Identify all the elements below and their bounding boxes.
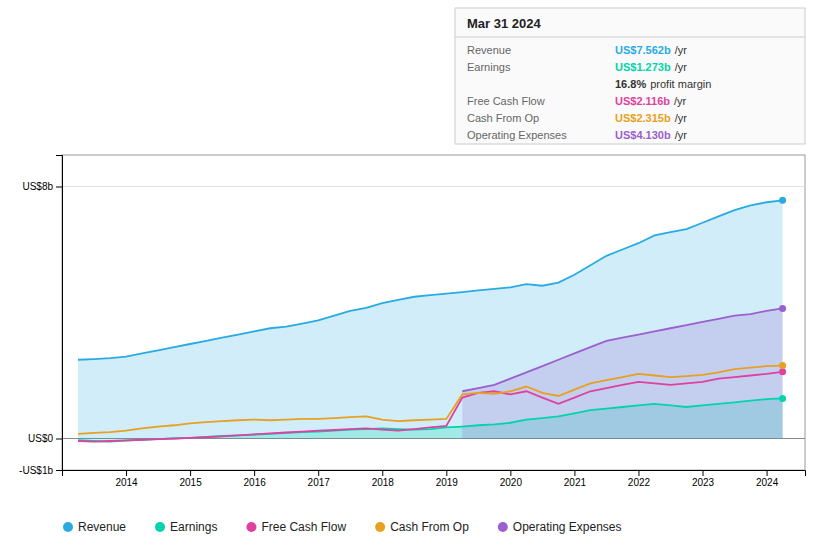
line bbox=[462, 308, 782, 391]
info-value: US$1.273b bbox=[615, 61, 671, 73]
legend-label: Free Cash Flow bbox=[261, 520, 346, 534]
legend-label: Operating Expenses bbox=[513, 520, 622, 534]
legend-item: Revenue bbox=[63, 520, 126, 534]
y-tick-label: US$0 bbox=[28, 433, 53, 444]
x-tick: 2021 bbox=[564, 470, 587, 488]
info-value: US$2.315b bbox=[615, 112, 671, 124]
area bbox=[462, 308, 782, 438]
chart-svg: 2014 2015 2016 2017 2018 2019 2020 2021 2022 2023… bbox=[0, 0, 821, 560]
x-tick: 2022 bbox=[628, 470, 651, 488]
y-tick-mark bbox=[56, 439, 62, 440]
info-suffix: /yr bbox=[674, 95, 687, 107]
info-value: US$4.130b bbox=[615, 129, 671, 141]
x-tick-mark bbox=[638, 470, 639, 476]
legend: Revenue Earnings Free Cash Flow Cash From O… bbox=[63, 520, 622, 534]
x-tick-label: 2021 bbox=[564, 477, 587, 488]
info-separator bbox=[455, 37, 805, 38]
x-tick-label: 2020 bbox=[500, 477, 523, 488]
x-tick-mark bbox=[446, 470, 447, 476]
x-tick: 2023 bbox=[692, 470, 715, 488]
x-tick-label: 2014 bbox=[115, 477, 138, 488]
x-tick-mark bbox=[382, 470, 383, 476]
y-tick: US$8b bbox=[22, 181, 62, 192]
info-box-frame bbox=[455, 8, 805, 144]
end-marker bbox=[779, 362, 786, 369]
info-label: Free Cash Flow bbox=[467, 95, 545, 107]
legend-swatch bbox=[63, 522, 73, 532]
line bbox=[78, 372, 783, 442]
x-tick-label: 2018 bbox=[372, 477, 395, 488]
x-axis: 2014 2015 2016 2017 2018 2019 2020 2021 2022 2023… bbox=[63, 470, 806, 488]
x-axis-line bbox=[63, 471, 806, 477]
info-value: 16.8% bbox=[615, 78, 646, 90]
legend-label: Cash From Op bbox=[390, 520, 469, 534]
x-tick: 2020 bbox=[500, 470, 523, 488]
legend-label: Earnings bbox=[170, 520, 217, 534]
x-tick-label: 2023 bbox=[692, 477, 715, 488]
end-marker bbox=[779, 305, 786, 312]
info-box: Mar 31 2024 Revenue US$7.562b/yr Earnings US… bbox=[455, 8, 805, 144]
y-tick: -US$1b bbox=[19, 465, 62, 476]
y-axis-line bbox=[56, 156, 63, 471]
x-tick-label: 2022 bbox=[628, 477, 651, 488]
x-tick-label: 2015 bbox=[179, 477, 202, 488]
legend-item: Earnings bbox=[155, 520, 217, 534]
x-tick: 2016 bbox=[244, 470, 267, 488]
y-tick: US$0 bbox=[28, 433, 62, 444]
info-value: US$7.562b bbox=[615, 44, 671, 56]
info-label: Revenue bbox=[467, 44, 511, 56]
line bbox=[78, 366, 783, 434]
legend-swatch bbox=[246, 522, 256, 532]
info-value: US$2.116b bbox=[615, 95, 670, 107]
info-suffix: /yr bbox=[675, 112, 688, 124]
y-axis: -US$1b US$0 US$8b bbox=[19, 156, 62, 476]
info-suffix: /yr bbox=[675, 61, 688, 73]
y-tick-label: US$8b bbox=[22, 181, 53, 192]
x-tick-label: 2017 bbox=[308, 477, 331, 488]
plot-area bbox=[78, 197, 786, 442]
legend-swatch bbox=[375, 522, 385, 532]
x-tick-mark bbox=[767, 470, 768, 476]
end-marker bbox=[779, 368, 786, 375]
info-suffix: profit margin bbox=[650, 78, 711, 90]
x-tick-mark bbox=[510, 470, 511, 476]
x-tick-label: 2016 bbox=[244, 477, 267, 488]
legend-item: Cash From Op bbox=[375, 520, 469, 534]
x-tick-mark bbox=[703, 470, 704, 476]
end-marker bbox=[779, 395, 786, 402]
grid bbox=[62, 187, 805, 471]
legend-label: Revenue bbox=[78, 520, 126, 534]
info-suffix: /yr bbox=[675, 129, 688, 141]
legend-swatch bbox=[498, 522, 508, 532]
x-tick: 2017 bbox=[308, 470, 331, 488]
x-tick: 2019 bbox=[436, 470, 459, 488]
x-tick: 2014 bbox=[115, 470, 138, 488]
line bbox=[78, 200, 783, 359]
x-tick-mark bbox=[126, 470, 127, 476]
info-suffix: /yr bbox=[675, 44, 688, 56]
x-tick-label: 2019 bbox=[436, 477, 459, 488]
info-label: Earnings bbox=[467, 61, 511, 73]
info-label: Operating Expenses bbox=[467, 129, 567, 141]
grid-line bbox=[62, 186, 805, 187]
legend-swatch bbox=[155, 522, 165, 532]
x-tick-mark bbox=[254, 470, 255, 476]
x-tick: 2015 bbox=[179, 470, 202, 488]
x-tick-mark bbox=[190, 470, 191, 476]
area bbox=[78, 200, 783, 438]
x-tick-mark bbox=[574, 470, 575, 476]
y-tick-label: -US$1b bbox=[19, 465, 53, 476]
legend-item: Free Cash Flow bbox=[246, 520, 346, 534]
plot-frame bbox=[62, 155, 805, 470]
title: Mar 31 2024 bbox=[467, 16, 541, 31]
x-tick-mark bbox=[318, 470, 319, 476]
legend-item: Operating Expenses bbox=[498, 520, 622, 534]
x-tick-label: 2024 bbox=[756, 477, 779, 488]
end-marker bbox=[779, 197, 786, 204]
y-tick-mark bbox=[56, 187, 62, 188]
info-label: Cash From Op bbox=[467, 112, 539, 124]
x-tick: 2018 bbox=[372, 470, 395, 488]
y-tick-mark bbox=[56, 470, 62, 471]
x-tick: 2024 bbox=[756, 470, 779, 488]
